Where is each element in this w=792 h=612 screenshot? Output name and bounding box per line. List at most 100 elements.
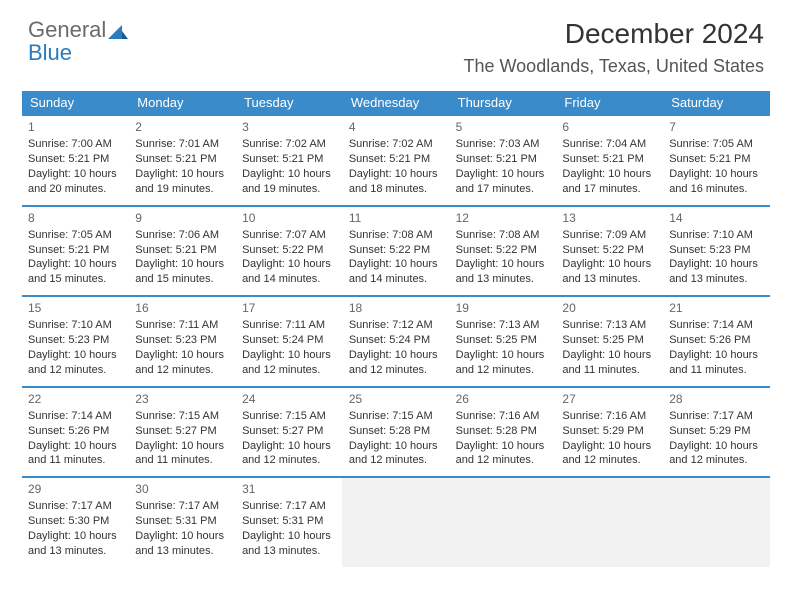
cell-sunrise: Sunrise: 7:15 AM	[242, 409, 336, 424]
calendar-head: SundayMondayTuesdayWednesdayThursdayFrid…	[22, 91, 770, 115]
calendar-cell: 17Sunrise: 7:11 AMSunset: 5:24 PMDayligh…	[236, 296, 343, 387]
day-header: Tuesday	[236, 91, 343, 115]
cell-daylight2: and 12 minutes.	[28, 363, 122, 378]
day-number: 21	[669, 300, 763, 316]
cell-daylight1: Daylight: 10 hours	[669, 439, 763, 454]
day-number: 19	[456, 300, 550, 316]
day-number: 12	[456, 210, 550, 226]
cell-daylight2: and 19 minutes.	[242, 182, 336, 197]
cell-daylight1: Daylight: 10 hours	[349, 257, 443, 272]
cell-sunset: Sunset: 5:29 PM	[562, 424, 656, 439]
cell-daylight1: Daylight: 10 hours	[28, 257, 122, 272]
cell-daylight1: Daylight: 10 hours	[28, 167, 122, 182]
cell-daylight2: and 13 minutes.	[669, 272, 763, 287]
calendar-cell: 18Sunrise: 7:12 AMSunset: 5:24 PMDayligh…	[342, 296, 449, 387]
day-number: 16	[135, 300, 229, 316]
cell-daylight2: and 12 minutes.	[135, 363, 229, 378]
cell-daylight2: and 12 minutes.	[349, 453, 443, 468]
cell-sunrise: Sunrise: 7:10 AM	[669, 228, 763, 243]
day-header: Thursday	[449, 91, 556, 115]
logo: General Blue	[28, 18, 128, 64]
calendar-week: 22Sunrise: 7:14 AMSunset: 5:26 PMDayligh…	[22, 387, 770, 478]
cell-sunrise: Sunrise: 7:11 AM	[242, 318, 336, 333]
cell-sunrise: Sunrise: 7:17 AM	[669, 409, 763, 424]
cell-daylight2: and 12 minutes.	[349, 363, 443, 378]
cell-sunset: Sunset: 5:27 PM	[135, 424, 229, 439]
cell-sunrise: Sunrise: 7:08 AM	[456, 228, 550, 243]
calendar-cell: 28 Sunrise: 7:17 AMSunset: 5:29 PMDayligh…	[663, 387, 770, 478]
calendar-cell: 23Sunrise: 7:15 AMSunset: 5:27 PMDayligh…	[129, 387, 236, 478]
cell-daylight2: and 11 minutes.	[669, 363, 763, 378]
cell-sunset: Sunset: 5:21 PM	[562, 152, 656, 167]
cell-daylight2: and 15 minutes.	[28, 272, 122, 287]
cell-sunset: Sunset: 5:23 PM	[669, 243, 763, 258]
calendar-cell: 6Sunrise: 7:04 AMSunset: 5:21 PMDaylight…	[556, 115, 663, 206]
calendar-body: 1Sunrise: 7:00 AMSunset: 5:21 PMDaylight…	[22, 115, 770, 567]
day-number: 30	[135, 481, 229, 497]
cell-sunset: Sunset: 5:28 PM	[349, 424, 443, 439]
cell-daylight1: Daylight: 10 hours	[28, 529, 122, 544]
day-header: Saturday	[663, 91, 770, 115]
cell-sunrise: Sunrise: 7:05 AM	[669, 137, 763, 152]
cell-daylight2: and 18 minutes.	[349, 182, 443, 197]
cell-daylight2: and 15 minutes.	[135, 272, 229, 287]
calendar-cell: 27Sunrise: 7:16 AMSunset: 5:29 PMDayligh…	[556, 387, 663, 478]
day-number: 29	[28, 481, 122, 497]
calendar-cell: 11Sunrise: 7:08 AMSunset: 5:22 PMDayligh…	[342, 206, 449, 297]
calendar-week: 1Sunrise: 7:00 AMSunset: 5:21 PMDaylight…	[22, 115, 770, 206]
cell-sunset: Sunset: 5:24 PM	[349, 333, 443, 348]
cell-sunrise: Sunrise: 7:00 AM	[28, 137, 122, 152]
cell-sunset: Sunset: 5:27 PM	[242, 424, 336, 439]
cell-sunrise: Sunrise: 7:11 AM	[135, 318, 229, 333]
calendar-cell: 29Sunrise: 7:17 AMSunset: 5:30 PMDayligh…	[22, 477, 129, 567]
cell-sunrise: Sunrise: 7:08 AM	[349, 228, 443, 243]
cell-daylight1: Daylight: 10 hours	[135, 348, 229, 363]
day-number: 25	[349, 391, 443, 407]
day-header: Wednesday	[342, 91, 449, 115]
cell-daylight2: and 12 minutes.	[242, 453, 336, 468]
cell-daylight2: and 20 minutes.	[28, 182, 122, 197]
cell-sunset: Sunset: 5:29 PM	[669, 424, 763, 439]
cell-sunset: Sunset: 5:22 PM	[562, 243, 656, 258]
calendar-cell-empty	[342, 477, 449, 567]
day-number: 7	[669, 119, 763, 135]
cell-daylight1: Daylight: 10 hours	[562, 348, 656, 363]
cell-daylight2: and 13 minutes.	[562, 272, 656, 287]
cell-sunset: Sunset: 5:21 PM	[28, 243, 122, 258]
calendar-cell: 10Sunrise: 7:07 AMSunset: 5:22 PMDayligh…	[236, 206, 343, 297]
day-number: 31	[242, 481, 336, 497]
cell-sunrise: Sunrise: 7:16 AM	[562, 409, 656, 424]
day-number: 17	[242, 300, 336, 316]
title-block: December 2024 The Woodlands, Texas, Unit…	[463, 18, 764, 77]
cell-sunrise: Sunrise: 7:04 AM	[562, 137, 656, 152]
day-number: 1	[28, 119, 122, 135]
cell-daylight2: and 14 minutes.	[349, 272, 443, 287]
location-title: The Woodlands, Texas, United States	[463, 56, 764, 77]
cell-sunset: Sunset: 5:21 PM	[135, 243, 229, 258]
day-number: 28	[669, 391, 763, 407]
calendar-cell-empty	[556, 477, 663, 567]
cell-daylight1: Daylight: 10 hours	[135, 167, 229, 182]
cell-sunset: Sunset: 5:25 PM	[562, 333, 656, 348]
calendar-cell: 19Sunrise: 7:13 AMSunset: 5:25 PMDayligh…	[449, 296, 556, 387]
cell-sunset: Sunset: 5:26 PM	[669, 333, 763, 348]
cell-sunrise: Sunrise: 7:09 AM	[562, 228, 656, 243]
cell-daylight1: Daylight: 10 hours	[456, 167, 550, 182]
day-number: 14	[669, 210, 763, 226]
calendar-cell: 8Sunrise: 7:05 AMSunset: 5:21 PMDaylight…	[22, 206, 129, 297]
cell-daylight1: Daylight: 10 hours	[135, 257, 229, 272]
cell-daylight2: and 12 minutes.	[669, 453, 763, 468]
calendar-cell: 22Sunrise: 7:14 AMSunset: 5:26 PMDayligh…	[22, 387, 129, 478]
cell-sunrise: Sunrise: 7:05 AM	[28, 228, 122, 243]
day-number: 23	[135, 391, 229, 407]
cell-daylight2: and 11 minutes.	[28, 453, 122, 468]
calendar-cell: 31Sunrise: 7:17 AMSunset: 5:31 PMDayligh…	[236, 477, 343, 567]
cell-daylight1: Daylight: 10 hours	[242, 167, 336, 182]
cell-daylight1: Daylight: 10 hours	[562, 167, 656, 182]
cell-sunset: Sunset: 5:22 PM	[349, 243, 443, 258]
cell-daylight2: and 12 minutes.	[242, 363, 336, 378]
cell-daylight1: Daylight: 10 hours	[28, 439, 122, 454]
cell-sunrise: Sunrise: 7:10 AM	[28, 318, 122, 333]
day-header: Friday	[556, 91, 663, 115]
calendar-cell: 1Sunrise: 7:00 AMSunset: 5:21 PMDaylight…	[22, 115, 129, 206]
